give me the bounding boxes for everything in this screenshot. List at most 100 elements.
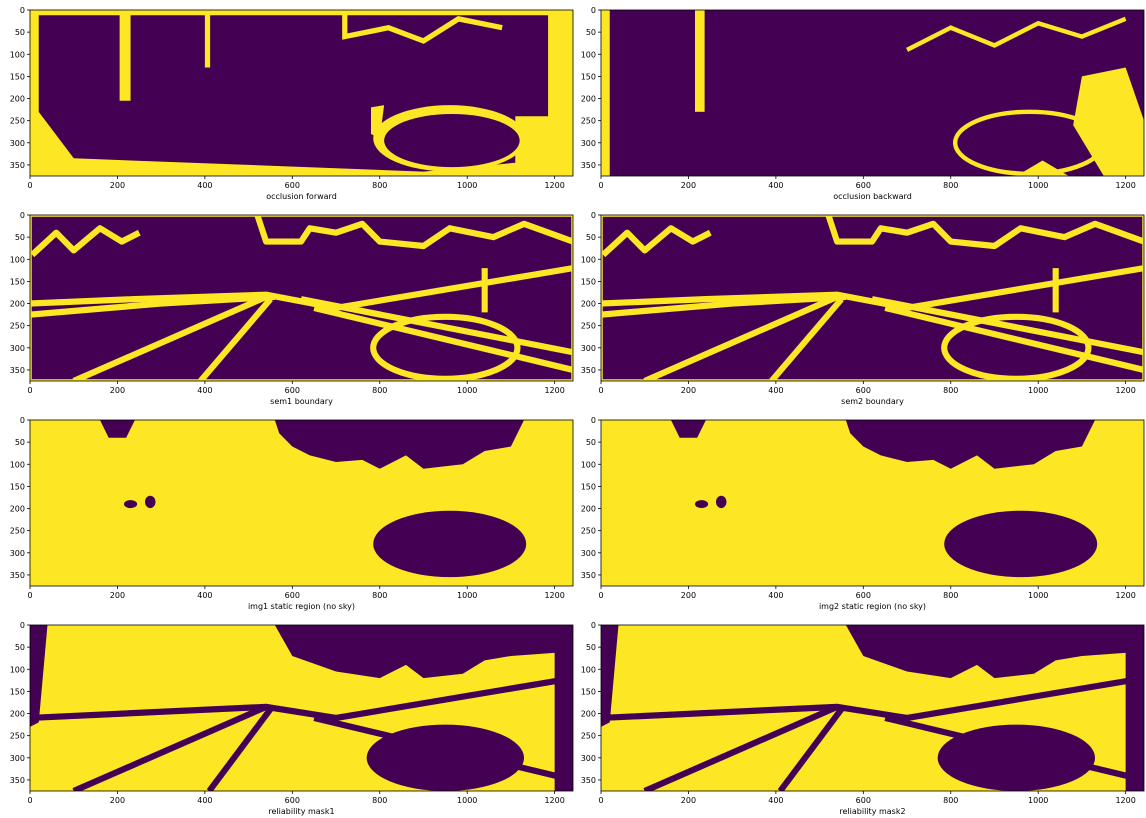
y-tick-label: 250	[581, 117, 596, 126]
x-tick-label: 800	[943, 181, 958, 190]
y-tick-label: 50	[15, 643, 25, 652]
y-tick-label: 100	[10, 460, 25, 469]
mask-region	[944, 511, 1097, 577]
x-tick-label: 200	[681, 181, 696, 190]
y-tick-label: 200	[10, 710, 25, 719]
x-tick-label: 1000	[1028, 386, 1048, 395]
y-tick-label: 100	[581, 665, 596, 674]
y-tick-label: 350	[10, 571, 25, 580]
mask-region	[555, 625, 573, 791]
x-tick-label: 600	[856, 386, 871, 395]
y-tick-label: 350	[581, 571, 596, 580]
mask-region	[601, 10, 610, 176]
y-tick-label: 200	[10, 95, 25, 104]
x-tick-label: 400	[197, 796, 212, 805]
y-tick-label: 200	[10, 300, 25, 309]
mask-region	[205, 14, 210, 67]
x-tick-label: 1200	[1115, 386, 1135, 395]
image	[601, 10, 1144, 176]
y-tick-label: 300	[10, 344, 25, 353]
y-tick-label: 150	[10, 687, 25, 696]
x-tick-label: 400	[768, 181, 783, 190]
x-tick-label: 200	[681, 591, 696, 600]
x-tick-label: 200	[110, 591, 125, 600]
x-axis-label: reliability mask2	[839, 807, 905, 816]
x-axis-label: img2 static region (no sky)	[819, 602, 926, 611]
y-tick-label: 0	[20, 211, 25, 220]
image	[30, 625, 573, 791]
mask-region	[1126, 625, 1144, 791]
image-content	[30, 10, 573, 176]
mask-region	[124, 500, 137, 508]
y-tick-label: 250	[10, 732, 25, 741]
y-tick-label: 150	[10, 72, 25, 81]
y-tick-label: 0	[591, 416, 596, 425]
mask-region	[716, 496, 726, 508]
y-tick-label: 300	[10, 139, 25, 148]
x-tick-label: 600	[856, 796, 871, 805]
x-tick-label: 600	[285, 591, 300, 600]
image	[601, 215, 1144, 381]
x-tick-label: 800	[372, 181, 387, 190]
x-tick-label: 200	[681, 796, 696, 805]
y-tick-label: 200	[581, 505, 596, 514]
y-tick-label: 150	[10, 277, 25, 286]
x-tick-label: 800	[372, 386, 387, 395]
y-tick-label: 50	[586, 233, 596, 242]
x-tick-label: 800	[943, 386, 958, 395]
y-tick-label: 0	[591, 621, 596, 630]
x-tick-label: 0	[27, 796, 32, 805]
image-content	[601, 215, 1144, 381]
y-tick-label: 0	[591, 6, 596, 15]
figure: 0200400600800100012000501001502002503003…	[0, 0, 1146, 818]
y-tick-label: 300	[581, 549, 596, 558]
mask-region	[120, 10, 131, 101]
y-tick-label: 300	[10, 549, 25, 558]
image	[30, 420, 573, 586]
x-axis-label: sem2 boundary	[841, 397, 904, 406]
x-tick-label: 600	[285, 181, 300, 190]
x-tick-label: 1000	[457, 181, 477, 190]
x-tick-label: 1200	[544, 386, 564, 395]
x-tick-label: 0	[27, 181, 32, 190]
image	[601, 420, 1144, 586]
x-axis-label: occlusion forward	[266, 192, 337, 201]
x-tick-label: 0	[598, 796, 603, 805]
x-tick-label: 400	[768, 591, 783, 600]
x-tick-label: 1000	[457, 796, 477, 805]
y-tick-label: 100	[10, 50, 25, 59]
image	[601, 625, 1144, 791]
x-tick-label: 1200	[544, 181, 564, 190]
x-tick-label: 200	[110, 796, 125, 805]
y-tick-label: 150	[581, 482, 596, 491]
mask-region	[373, 511, 526, 577]
x-tick-label: 0	[598, 386, 603, 395]
y-tick-label: 350	[10, 366, 25, 375]
y-tick-label: 250	[10, 322, 25, 331]
x-tick-label: 400	[197, 386, 212, 395]
image-content	[601, 10, 1144, 176]
x-tick-label: 400	[768, 386, 783, 395]
x-tick-label: 1000	[1028, 796, 1048, 805]
mask-region	[601, 10, 1144, 176]
image	[30, 215, 573, 381]
x-tick-label: 1000	[457, 591, 477, 600]
x-tick-label: 1200	[544, 591, 564, 600]
y-tick-label: 300	[10, 754, 25, 763]
image	[30, 10, 573, 176]
mask-region	[938, 725, 1095, 791]
y-tick-label: 250	[581, 322, 596, 331]
mask-region	[695, 10, 705, 112]
y-tick-label: 200	[581, 300, 596, 309]
image-content	[601, 420, 1144, 586]
mask-region	[367, 725, 524, 791]
x-tick-label: 0	[598, 181, 603, 190]
y-tick-label: 100	[581, 255, 596, 264]
y-tick-label: 250	[581, 732, 596, 741]
x-tick-label: 1200	[1115, 181, 1135, 190]
y-tick-label: 150	[581, 687, 596, 696]
x-tick-label: 1000	[1028, 181, 1048, 190]
mask-region	[384, 114, 520, 167]
